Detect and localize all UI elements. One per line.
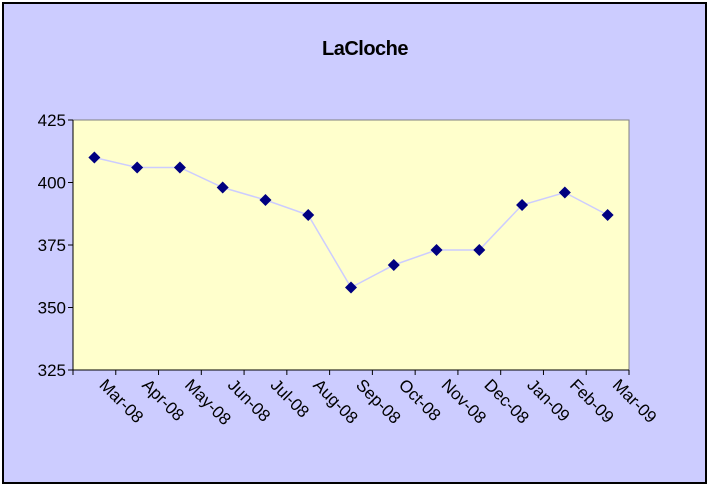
x-tick-label: Oct-08 <box>395 375 445 425</box>
x-tick-label: Mar-08 <box>96 375 148 427</box>
x-tick-label: Jul-08 <box>267 375 313 421</box>
data-point-marker <box>216 181 229 194</box>
data-point-marker <box>430 244 443 256</box>
data-point-marker <box>88 151 101 164</box>
line-chart: LaCloche 325 350 375 400 425 Mar-08Apr-08May… <box>38 38 661 429</box>
x-tick-label: Aug-08 <box>309 375 361 427</box>
chart-area: LaCloche 325 350 375 400 425 Mar-08 Apr-08 May… <box>2 2 707 484</box>
x-tick-label: Nov-08 <box>438 375 490 427</box>
plot-area <box>72 119 630 371</box>
data-point-marker <box>601 209 614 221</box>
y-tick-label: 400 <box>38 174 66 193</box>
data-point-marker <box>516 199 529 211</box>
data-point-marker <box>131 161 144 174</box>
y-tick-label: 325 <box>38 361 66 380</box>
x-tick-label: Dec-08 <box>480 375 532 427</box>
data-point-marker <box>473 244 486 256</box>
x-tick-label: Feb-09 <box>566 375 618 427</box>
y-tick-label: 375 <box>38 236 66 255</box>
data-point-marker <box>345 281 357 294</box>
y-tick-label: 425 <box>38 111 66 130</box>
data-point-marker <box>259 194 272 206</box>
x-tick-label: Jan-09 <box>523 375 573 425</box>
x-tick-label: Mar-09 <box>609 375 661 427</box>
x-tick-label: Apr-08 <box>138 375 188 425</box>
data-point-marker <box>558 186 571 199</box>
x-tick-label: Sep-08 <box>352 375 404 427</box>
chart-title: LaCloche <box>322 38 408 60</box>
data-point-marker <box>387 259 400 271</box>
x-tick-label: May-08 <box>181 375 235 429</box>
data-point-marker <box>302 209 315 221</box>
data-point-marker <box>173 161 186 174</box>
y-tick-label: 350 <box>38 299 66 318</box>
